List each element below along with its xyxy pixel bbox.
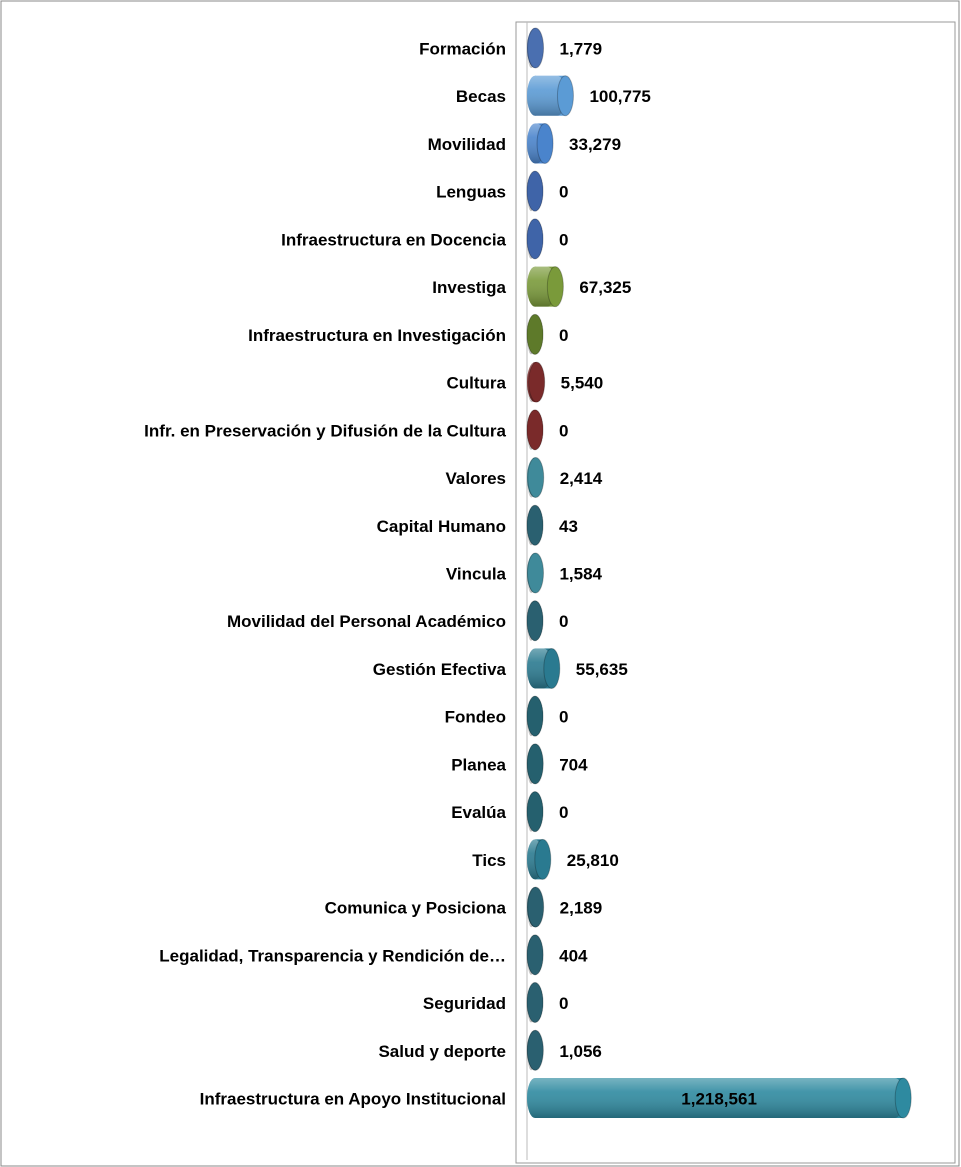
bar-front-cap: [526, 934, 544, 976]
y-tick-label: Infraestructura en Docencia: [281, 230, 506, 249]
value-label: 43: [559, 517, 578, 536]
y-tick-label: Infr. en Preservación y Difusión de la C…: [144, 421, 506, 440]
y-tick-label: Seguridad: [423, 994, 506, 1013]
y-tick-label: Tics: [472, 851, 506, 870]
value-label: 0: [559, 421, 568, 440]
bar-front-cap: [536, 122, 554, 164]
value-label: 0: [559, 612, 568, 631]
value-label: 1,584: [559, 564, 602, 583]
bar-front-cap: [527, 457, 545, 499]
y-tick-label: Legalidad, Transparencia y Rendición de…: [159, 946, 506, 965]
bar-front-cap: [543, 647, 561, 689]
bar-front-cap: [528, 361, 546, 403]
y-tick-label: Cultura: [447, 374, 507, 393]
value-label: 1,056: [559, 1042, 602, 1061]
bar-shine: [527, 1078, 904, 1118]
bar-front-cap: [527, 886, 545, 928]
bar-front-cap: [526, 982, 544, 1024]
bar-front-cap: [527, 27, 545, 69]
y-tick-label: Evalúa: [451, 803, 506, 822]
bar-front-cap: [526, 695, 544, 737]
bar-shine: [527, 75, 566, 116]
bar-front-cap: [526, 743, 544, 785]
y-tick-label: Gestión Efectiva: [373, 660, 507, 679]
bar-front-cap: [546, 266, 564, 308]
value-label: 33,279: [569, 135, 621, 154]
value-label: 0: [559, 708, 568, 727]
value-label: 67,325: [579, 278, 631, 297]
bar-shine: [527, 266, 556, 307]
y-tick-label: Becas: [456, 87, 506, 106]
value-label: 2,414: [560, 469, 603, 488]
value-label: 0: [559, 326, 568, 345]
y-tick-label: Infraestructura en Apoyo Institucional: [200, 1089, 506, 1108]
value-label: 0: [559, 803, 568, 822]
value-label: 55,635: [576, 660, 628, 679]
bar-front-cap: [526, 218, 544, 260]
y-tick-label: Valores: [446, 469, 507, 488]
value-label: 1,779: [560, 39, 603, 58]
value-label: 0: [559, 994, 568, 1013]
bar-front-cap: [526, 170, 544, 212]
bar-front-cap: [526, 1029, 544, 1071]
y-tick-label: Comunica y Posiciona: [325, 899, 507, 918]
value-label: 704: [559, 755, 588, 774]
value-label: 2,189: [560, 899, 603, 918]
value-label: 25,810: [567, 851, 619, 870]
bar-front-cap: [526, 552, 544, 594]
bar-front-cap: [526, 791, 544, 833]
y-tick-label: Vincula: [446, 564, 507, 583]
y-tick-label: Investiga: [432, 278, 506, 297]
y-tick-label: Fondeo: [445, 708, 506, 727]
value-label: 1,218,561: [681, 1089, 757, 1108]
y-tick-label: Movilidad del Personal Académico: [227, 612, 506, 631]
bar-front-cap: [526, 409, 544, 451]
bar-front-cap: [556, 75, 574, 117]
bar-front-cap: [526, 600, 544, 642]
y-tick-label: Formación: [419, 39, 506, 58]
bar-front-cap: [894, 1077, 912, 1119]
bar-front-cap: [526, 313, 544, 355]
plot-frame: [515, 21, 956, 1164]
y-tick-label: Planea: [451, 755, 506, 774]
value-label: 404: [559, 946, 588, 965]
y-tick-label: Infraestructura en Investigación: [248, 326, 506, 345]
value-label: 5,540: [561, 374, 604, 393]
value-label: 100,775: [589, 87, 650, 106]
bar-front-cap: [526, 504, 544, 546]
bar-front-cap: [534, 838, 552, 880]
value-label: 0: [559, 230, 568, 249]
y-tick-label: Capital Humano: [377, 517, 506, 536]
value-label: 0: [559, 183, 568, 202]
y-tick-label: Salud y deporte: [378, 1042, 506, 1061]
y-tick-label: Lenguas: [436, 183, 506, 202]
y-tick-label: Movilidad: [428, 135, 506, 154]
